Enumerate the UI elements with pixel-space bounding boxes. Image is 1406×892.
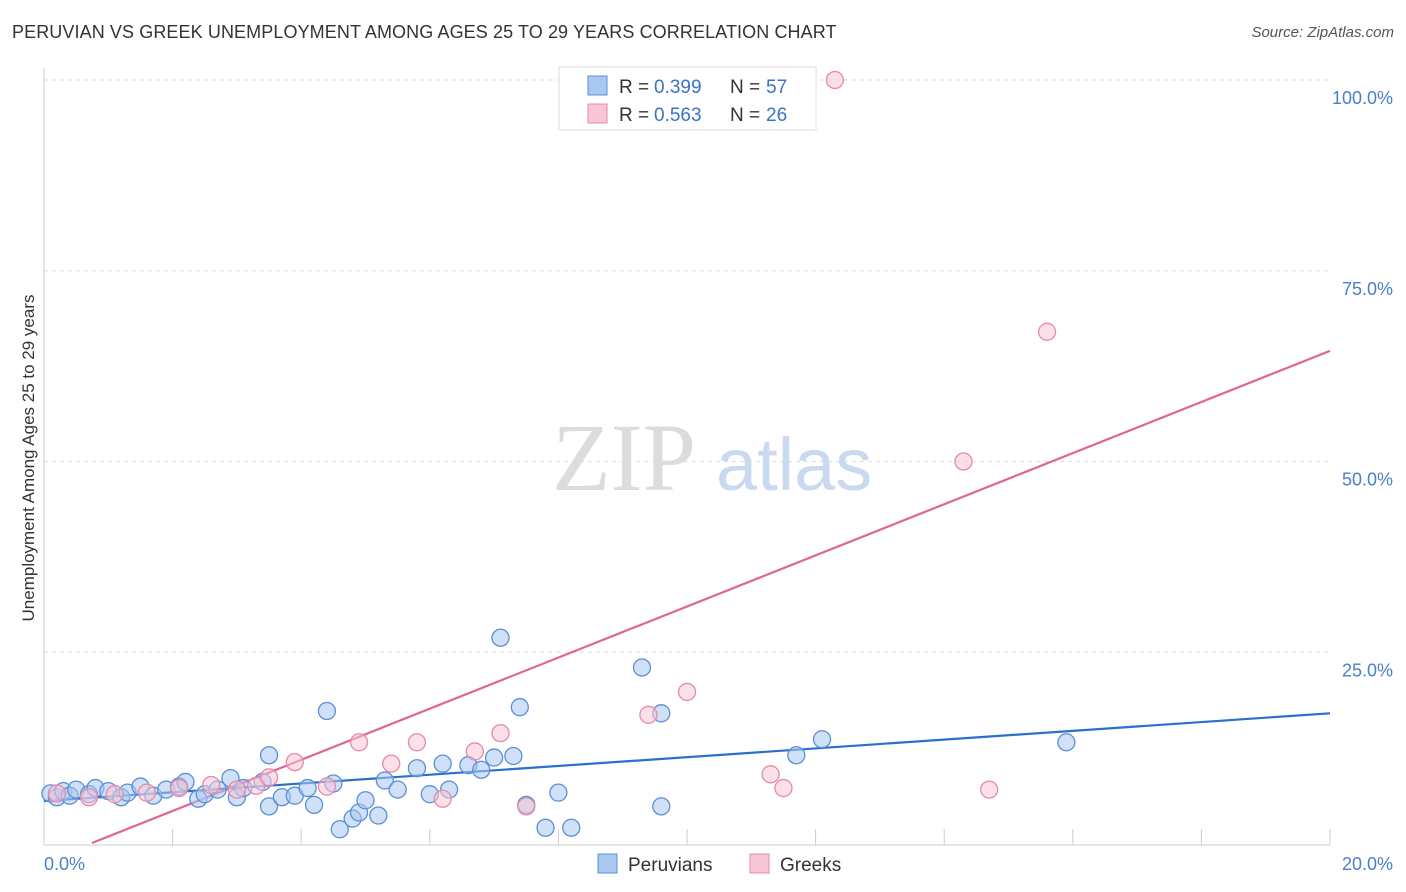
peruvians-point-22 bbox=[259, 797, 279, 816]
greeks-point-13 bbox=[407, 733, 427, 752]
greeks-point-5 bbox=[202, 775, 221, 795]
peruvians-point-34 bbox=[369, 806, 388, 825]
greeks-point-11 bbox=[349, 733, 369, 752]
legend-n-label-peruvians: N = bbox=[730, 77, 760, 98]
peruvians-point-33 bbox=[356, 791, 375, 810]
watermark-zip: ZIP bbox=[552, 404, 696, 511]
legend-bottom: Peruvians Greeks bbox=[597, 853, 841, 876]
tick-layer: 25.0% 50.0% 75.0% 100.0% 0.0% 20.0% bbox=[44, 88, 1393, 874]
legend-r-label-greeks: R = bbox=[619, 105, 649, 126]
y-axis-label: Unemployment Among Ages 25 to 29 years bbox=[19, 295, 38, 622]
greeks-trend-line bbox=[91, 349, 1331, 845]
greeks-point-18 bbox=[639, 705, 658, 724]
greeks-point-23 bbox=[825, 70, 845, 90]
greeks-point-21 bbox=[761, 765, 780, 784]
legend-swatch-greeks bbox=[587, 103, 608, 124]
y-tick-label-75: 75.0% bbox=[1342, 279, 1393, 299]
greeks-point-25 bbox=[980, 780, 999, 799]
peruvians-point-45 bbox=[504, 746, 523, 766]
greeks-point-16 bbox=[491, 723, 510, 743]
peruvians-point-43 bbox=[484, 748, 504, 767]
peruvians-point-30 bbox=[330, 820, 349, 839]
grid-layer bbox=[44, 79, 1330, 653]
legend-n-label-greeks: N = bbox=[730, 105, 760, 126]
x-tick-label-max: 20.0% bbox=[1342, 854, 1393, 874]
bottom-legend-greeks: Greeks bbox=[780, 855, 841, 876]
peruvians-point-53 bbox=[652, 797, 671, 816]
bottom-legend-swatch-peruvians bbox=[597, 853, 618, 874]
y-tick-label-100: 100.0% bbox=[1332, 88, 1393, 108]
watermark-atlas: atlas bbox=[716, 423, 872, 506]
bottom-legend-peruvians: Peruvians bbox=[628, 855, 713, 876]
watermark: ZIP atlas bbox=[552, 404, 872, 511]
greeks-point-7 bbox=[247, 776, 266, 795]
peruvians-point-54 bbox=[787, 746, 806, 765]
greeks-point-8 bbox=[259, 768, 279, 787]
peruvians-point-44 bbox=[491, 628, 510, 647]
greeks-point-22 bbox=[774, 778, 793, 798]
peruvians-point-26 bbox=[298, 778, 317, 798]
peruvians-point-23 bbox=[259, 746, 279, 765]
legend-top: R = 0.399 N = 57 R = 0.563 N = 26 bbox=[558, 66, 817, 131]
peruvians-point-50 bbox=[562, 818, 581, 837]
greeks-point-6 bbox=[227, 780, 247, 799]
peruvians-point-55 bbox=[812, 730, 832, 749]
peruvians-point-42 bbox=[472, 760, 491, 779]
bottom-legend-swatch-greeks bbox=[749, 853, 770, 874]
peruvians-point-28 bbox=[317, 701, 337, 721]
greeks-point-4 bbox=[169, 778, 189, 798]
greeks-point-9 bbox=[285, 752, 304, 772]
greeks-point-3 bbox=[137, 783, 157, 802]
greeks-point-10 bbox=[317, 777, 337, 796]
greeks-point-2 bbox=[105, 785, 124, 804]
greeks-point-15 bbox=[465, 742, 484, 761]
x-tick-label-min: 0.0% bbox=[44, 854, 85, 874]
legend-n-value-peruvians: 57 bbox=[766, 77, 787, 98]
peruvians-point-46 bbox=[510, 698, 529, 717]
greeks-point-14 bbox=[433, 789, 452, 808]
peruvians-point-27 bbox=[304, 795, 324, 814]
legend-n-value-greeks: 26 bbox=[766, 105, 787, 126]
greeks-point-0 bbox=[47, 784, 67, 803]
greeks-point-1 bbox=[79, 788, 99, 807]
peruvians-point-37 bbox=[407, 759, 427, 778]
y-tick-label-25: 25.0% bbox=[1342, 660, 1393, 680]
peruvians-point-56 bbox=[1057, 733, 1076, 752]
greeks-point-19 bbox=[677, 682, 697, 702]
peruvians-point-49 bbox=[549, 783, 568, 802]
peruvians-point-39 bbox=[433, 754, 452, 773]
peruvians-point-36 bbox=[388, 780, 407, 799]
greeks-point-26 bbox=[1037, 322, 1057, 341]
chart-source: Source: ZipAtlas.com bbox=[1251, 24, 1394, 41]
greeks-point-12 bbox=[382, 754, 401, 773]
chart-title: PERUVIAN VS GREEK UNEMPLOYMENT AMONG AGE… bbox=[12, 22, 837, 42]
peruvians-point-48 bbox=[536, 818, 555, 837]
legend-r-label-peruvians: R = bbox=[619, 77, 649, 98]
peruvians-point-51 bbox=[632, 658, 652, 677]
legend-swatch-peruvians bbox=[587, 75, 608, 96]
greeks-point-24 bbox=[954, 452, 973, 471]
legend-r-value-peruvians: 0.399 bbox=[654, 77, 702, 98]
greeks-point-17 bbox=[517, 797, 536, 816]
peruvians-point-35 bbox=[375, 771, 394, 790]
legend-r-value-greeks: 0.563 bbox=[654, 105, 702, 126]
y-tick-label-50: 50.0% bbox=[1342, 470, 1393, 490]
axes-layer bbox=[43, 68, 1331, 846]
